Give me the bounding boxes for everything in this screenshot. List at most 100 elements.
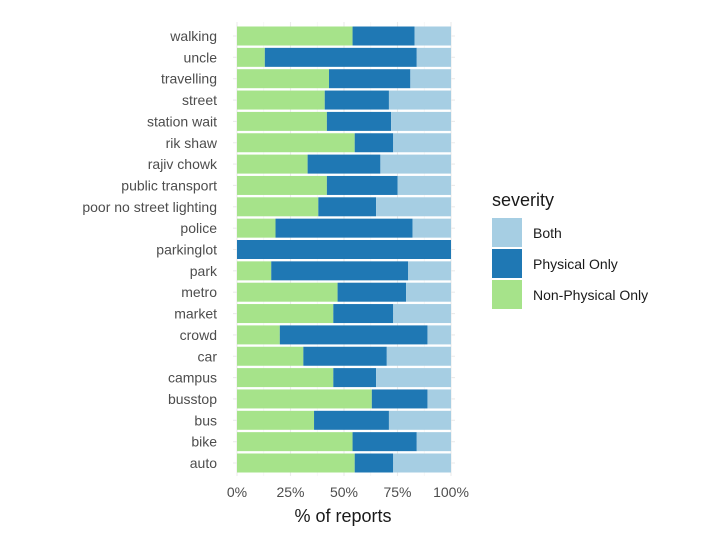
y-tick-label: street — [182, 92, 217, 108]
bar-non-physical-only-rajiv-chowk — [237, 154, 308, 174]
bar-physical-only-bike — [352, 432, 417, 452]
legend-swatch — [492, 280, 522, 309]
bar-physical-only-police — [275, 218, 413, 238]
bar-physical-only-street — [324, 90, 389, 110]
bar-both-walking — [414, 26, 451, 46]
bar-both-street — [388, 90, 451, 110]
bar-physical-only-car — [303, 346, 387, 366]
bar-non-physical-only-street — [237, 90, 325, 110]
bar-physical-only-station-wait — [326, 111, 392, 131]
bar-non-physical-only-bus — [237, 410, 315, 430]
bar-physical-only-parkinglot — [237, 240, 451, 259]
bar-both-auto — [393, 453, 451, 473]
y-tick-label: market — [174, 306, 217, 322]
bar-non-physical-only-police — [237, 218, 276, 238]
legend-swatch — [492, 249, 522, 278]
x-tick-label: 0% — [227, 484, 247, 500]
bar-both-rik-shaw — [393, 133, 451, 153]
bar-physical-only-walking — [352, 26, 415, 46]
bar-non-physical-only-campus — [237, 368, 334, 388]
bar-non-physical-only-walking — [237, 26, 353, 46]
x-tick-label: 50% — [330, 484, 358, 500]
bar-non-physical-only-busstop — [237, 389, 372, 409]
y-tick-label: police — [180, 220, 217, 236]
bar-both-bike — [416, 432, 451, 452]
bar-non-physical-only-crowd — [237, 325, 280, 345]
x-tick-label: 100% — [433, 484, 469, 500]
y-tick-label: auto — [190, 455, 217, 471]
y-axis-labels: walking uncle travelling street station wait… — [82, 28, 218, 471]
bar-physical-only-auto — [354, 453, 394, 473]
x-axis-title: % of reports — [294, 506, 391, 526]
y-tick-label: uncle — [184, 49, 218, 65]
x-tick-label: 25% — [276, 484, 304, 500]
bar-physical-only-market — [333, 304, 394, 324]
bar-non-physical-only-bike — [237, 432, 353, 452]
bars — [237, 26, 451, 473]
bar-non-physical-only-station-wait — [237, 111, 327, 131]
bar-physical-only-public-transport — [326, 175, 398, 195]
y-tick-label: rik shaw — [166, 135, 218, 151]
bar-both-travelling — [410, 69, 451, 89]
bar-physical-only-campus — [333, 368, 377, 388]
legend-label: Non-Physical Only — [533, 287, 648, 303]
bar-non-physical-only-market — [237, 304, 334, 324]
bar-physical-only-rik-shaw — [354, 133, 394, 153]
bar-non-physical-only-public-transport — [237, 175, 327, 195]
bar-both-uncle — [416, 47, 451, 67]
bar-both-car — [386, 346, 451, 366]
bar-both-market — [393, 304, 451, 324]
bar-both-crowd — [427, 325, 451, 345]
bar-physical-only-busstop — [371, 389, 428, 409]
bar-non-physical-only-uncle — [237, 47, 265, 67]
bar-physical-only-bus — [314, 410, 389, 430]
y-tick-label: public transport — [121, 177, 217, 193]
legend-title: severity — [492, 190, 554, 210]
y-tick-label: crowd — [180, 327, 217, 343]
y-tick-label: travelling — [161, 71, 217, 87]
bar-both-metro — [406, 282, 451, 302]
bar-physical-only-rajiv-chowk — [307, 154, 381, 174]
y-tick-label: park — [190, 263, 218, 279]
bar-both-bus — [388, 410, 451, 430]
y-tick-label: bus — [194, 412, 217, 428]
y-tick-label: walking — [169, 28, 217, 44]
y-tick-label: poor no street lighting — [82, 199, 217, 215]
bar-non-physical-only-metro — [237, 282, 338, 302]
y-tick-label: car — [198, 348, 218, 364]
bar-non-physical-only-car — [237, 346, 304, 366]
legend-swatch — [492, 218, 522, 247]
bar-both-rajiv-chowk — [380, 154, 451, 174]
bar-both-park — [408, 261, 451, 281]
bar-non-physical-only-auto — [237, 453, 355, 473]
bar-non-physical-only-park — [237, 261, 272, 281]
bar-non-physical-only-travelling — [237, 69, 330, 89]
legend-label: Both — [533, 225, 562, 241]
bar-physical-only-travelling — [329, 69, 411, 89]
bar-both-police — [412, 218, 451, 238]
bar-physical-only-crowd — [279, 325, 428, 345]
legend-label: Physical Only — [533, 256, 618, 272]
y-tick-label: station wait — [147, 113, 217, 129]
y-tick-label: rajiv chowk — [148, 156, 218, 172]
bar-physical-only-metro — [337, 282, 407, 302]
legend: severity Both Physical Only Non-Physical O… — [492, 190, 648, 309]
x-tick-label: 75% — [383, 484, 411, 500]
bar-non-physical-only-rik-shaw — [237, 133, 355, 153]
y-tick-label: metro — [181, 284, 217, 300]
bar-physical-only-park — [271, 261, 409, 281]
bar-both-campus — [376, 368, 451, 388]
bar-both-public-transport — [397, 175, 451, 195]
bar-both-busstop — [427, 389, 451, 409]
bar-physical-only-poor-no-street-lighting — [318, 197, 377, 217]
y-tick-label: bike — [191, 434, 217, 450]
bar-physical-only-uncle — [264, 47, 417, 67]
x-axis-labels: 0% 25% 50% 75% 100% — [227, 484, 469, 500]
bar-both-poor-no-street-lighting — [376, 197, 451, 217]
bar-both-station-wait — [391, 111, 451, 131]
y-tick-label: parkinglot — [156, 242, 217, 258]
y-tick-label: campus — [168, 370, 217, 386]
y-tick-label: busstop — [168, 391, 217, 407]
bar-non-physical-only-poor-no-street-lighting — [237, 197, 319, 217]
